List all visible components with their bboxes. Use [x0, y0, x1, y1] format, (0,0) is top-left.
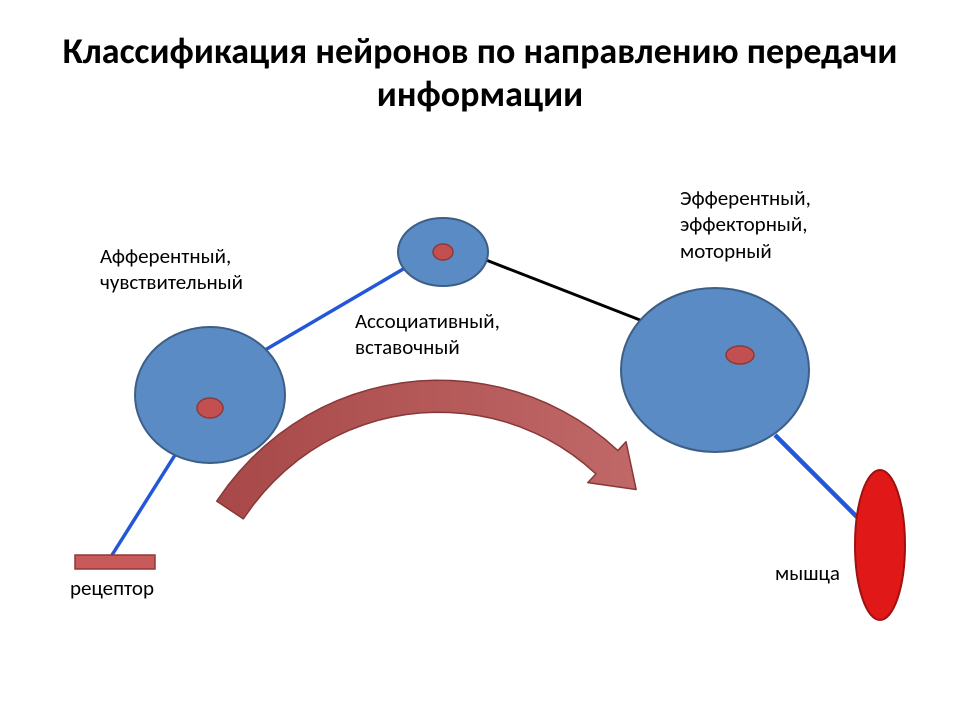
label-efferent: Эфферентный, эффекторный, моторный	[680, 185, 811, 264]
label-associative-line2: вставочный	[355, 334, 500, 360]
label-afferent: Афферентный, чувствительный	[100, 243, 243, 296]
line-efferent-muscle	[775, 435, 870, 530]
label-muscle-text: мышца	[775, 560, 840, 586]
line-associative-efferent	[486, 260, 640, 320]
associative-neuron-nucleus	[433, 244, 453, 260]
label-afferent-line2: чувствительный	[100, 269, 243, 295]
efferent-neuron-nucleus	[726, 346, 754, 364]
label-efferent-line3: моторный	[680, 238, 811, 264]
label-afferent-line1: Афферентный,	[100, 243, 243, 269]
line-receptor-afferent	[112, 455, 175, 555]
receptor-shape	[75, 555, 155, 569]
label-muscle: мышца	[775, 560, 840, 586]
afferent-neuron-nucleus	[197, 398, 223, 418]
label-associative: Ассоциативный, вставочный	[355, 308, 500, 361]
afferent-neuron-body	[135, 327, 285, 463]
label-efferent-line1: Эфферентный,	[680, 185, 811, 211]
label-receptor: рецептор	[70, 575, 154, 601]
muscle-shape	[855, 470, 905, 620]
label-receptor-text: рецептор	[70, 575, 154, 601]
label-associative-line1: Ассоциативный,	[355, 308, 500, 334]
efferent-neuron-body	[621, 288, 809, 452]
label-efferent-line2: эффекторный,	[680, 211, 811, 237]
